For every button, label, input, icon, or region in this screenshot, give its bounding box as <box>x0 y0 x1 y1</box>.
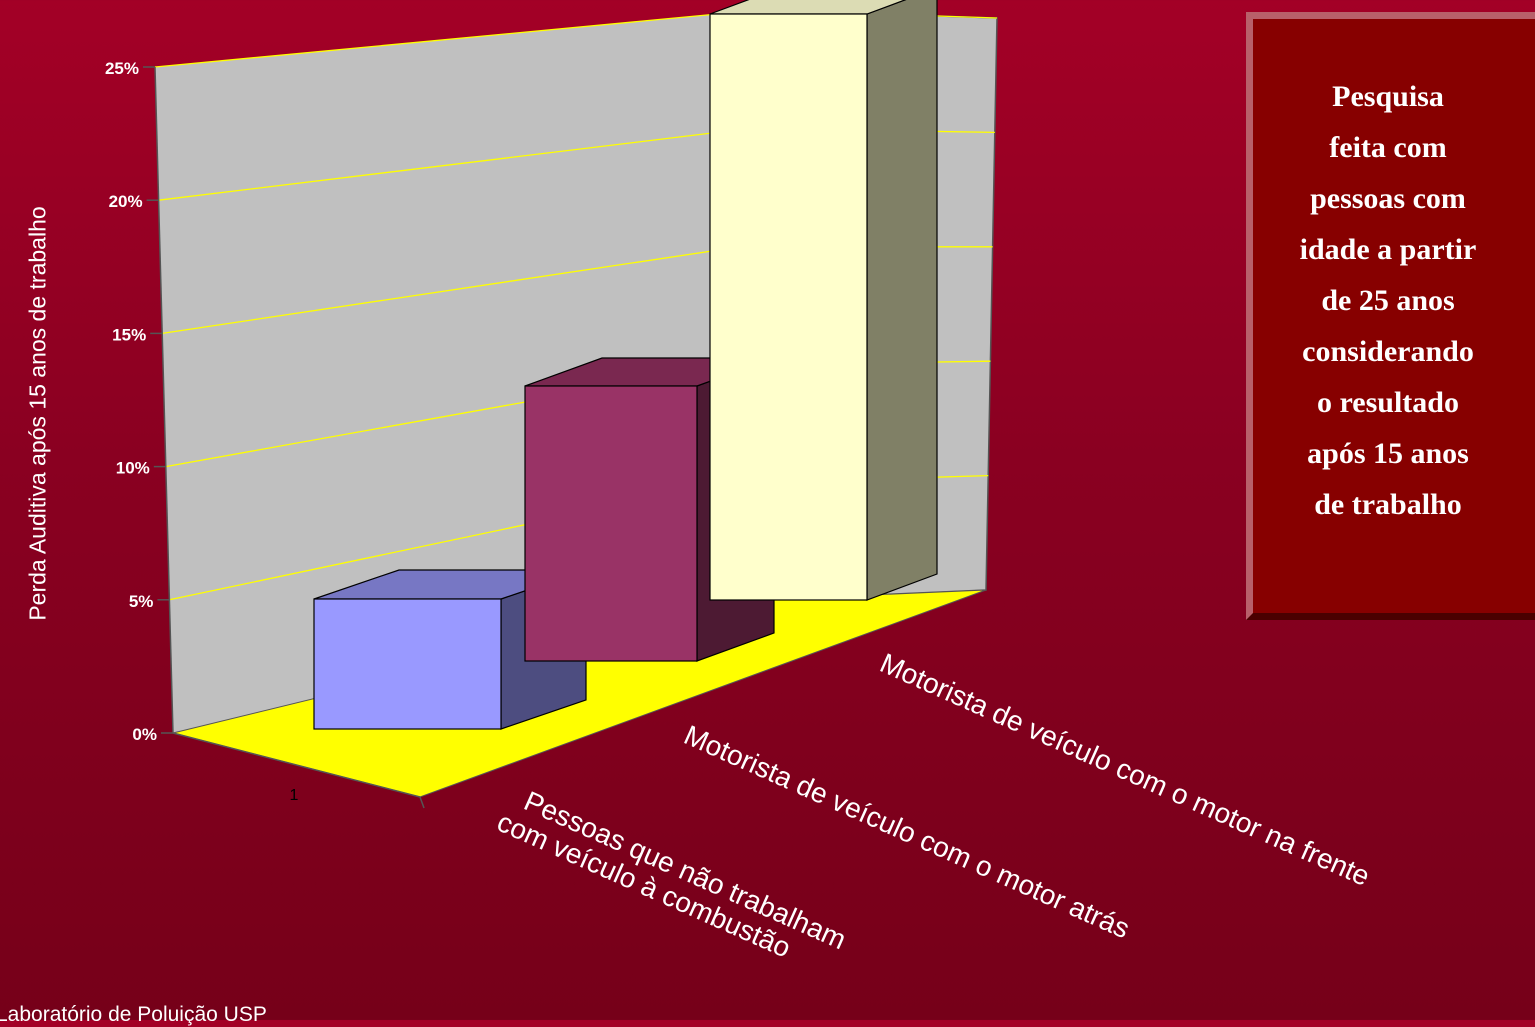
note-line: de 25 anos <box>1321 284 1455 317</box>
y-tick-label: 10% <box>116 459 150 478</box>
y-tick-label: 15% <box>112 325 146 344</box>
note-line: considerando <box>1302 335 1474 368</box>
y-axis-title: Perda Auditiva após 15 anos de trabalho <box>24 206 51 621</box>
y-tick-label: 5% <box>129 592 154 611</box>
gridline <box>154 9 761 68</box>
bar <box>709 0 938 601</box>
note-line: após 15 anos <box>1307 437 1469 470</box>
y-tick-label: 0% <box>132 725 157 744</box>
y-axis: 0% 5% 10% 15% 20% 25% <box>105 59 425 809</box>
note-box: Pesquisa feita com pessoas com idade a p… <box>1246 12 1535 620</box>
y-tick-label: 20% <box>109 192 143 211</box>
note-line: de trabalho <box>1314 488 1462 521</box>
note-line: idade a partir <box>1299 233 1477 266</box>
note-line: feita com <box>1329 131 1447 164</box>
bar-front <box>524 385 698 662</box>
bar-front <box>709 13 868 601</box>
gridline <box>158 127 751 201</box>
note-line: pessoas com <box>1310 182 1466 215</box>
series-label: Pessoas que não trabalham <box>520 785 851 955</box>
note-line: o resultado <box>1317 386 1459 419</box>
source-footer: Laboratório de Poluição USP <box>0 1003 267 1026</box>
bars <box>313 0 938 730</box>
gridline <box>162 246 741 335</box>
bar-side <box>866 0 938 601</box>
y-tick-label: 25% <box>105 59 139 78</box>
bar-front <box>313 598 502 730</box>
x-tick-label: 1 <box>290 787 299 804</box>
note-line: Pesquisa <box>1332 80 1444 113</box>
note-text: Pesquisa feita com pessoas com idade a p… <box>1275 71 1501 530</box>
